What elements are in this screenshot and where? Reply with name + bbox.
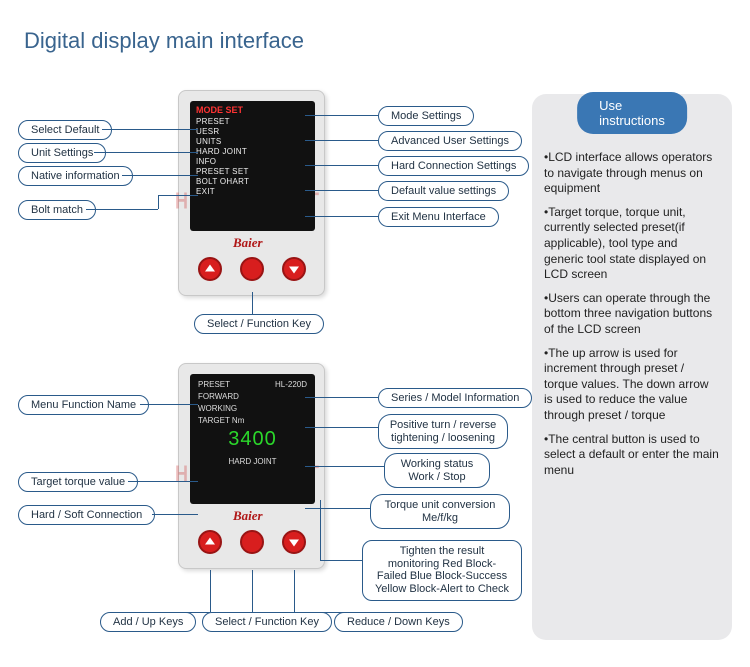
callout-hard-soft: Hard / Soft Connection [18,505,155,525]
instruction-item: •The central button is used to select a … [544,432,720,479]
model-label: HL-220D [275,380,307,389]
torque-value: 3400 [190,428,315,451]
menu-item: PRESET [196,117,309,126]
device-top-screen: MODE SET PRESET UESR UNITS HARD JOINT IN… [190,101,315,231]
callout-result-monitor: Tighten the result monitoring Red Block-… [362,540,522,601]
mode-header: MODE SET [196,105,309,115]
menu-item: UESR [196,127,309,136]
callout-unit-settings: Unit Settings [18,143,106,163]
callout-hard-connection: Hard Connection Settings [378,156,529,176]
menu-item: HARD JOINT [196,147,309,156]
callout-advanced-user: Advanced User Settings [378,131,522,151]
select-button[interactable] [240,530,264,554]
menu-item: PRESET SET [196,167,309,176]
brand-label: Baier [233,235,263,251]
instruction-item: •LCD interface allows operators to navig… [544,150,720,197]
menu-item: UNITS [196,137,309,146]
instructions-panel: Use instructions •LCD interface allows o… [532,94,732,640]
instructions-header: Use instructions [577,92,687,134]
up-button[interactable] [198,257,222,281]
callout-bolt-match: Bolt match [18,200,96,220]
select-button[interactable] [240,257,264,281]
callout-menu-function: Menu Function Name [18,395,149,415]
up-button[interactable] [198,530,222,554]
menu-item: EXIT [196,187,309,196]
callout-select-key: Select / Function Key [202,612,332,632]
menu-item: BOLT OHART [196,177,309,186]
callout-select-default: Select Default [18,120,112,140]
callout-reduce-down: Reduce / Down Keys [334,612,463,632]
callout-exit-menu: Exit Menu Interface [378,207,499,227]
callout-positive-turn: Positive turn / reverse tightening / loo… [378,414,508,449]
instruction-item: •Target torque, torque unit, currently s… [544,205,720,283]
working-label: WORKING [198,404,237,413]
device-bottom: HYDRAFRONT PRESETHL-220D FORWARD WORKING… [178,363,325,569]
page-title: Digital display main interface [24,28,304,54]
device-bottom-screen: PRESETHL-220D FORWARD WORKING TARGET Nm … [190,374,315,504]
callout-series-model: Series / Model Information [378,388,532,408]
button-row [179,257,324,281]
callout-torque-unit: Torque unit conversion Me/f/kg [370,494,510,529]
down-button[interactable] [282,530,306,554]
callout-working-status: Working status Work / Stop [384,453,490,488]
instruction-item: •The up arrow is used for increment thro… [544,346,720,424]
callout-add-up: Add / Up Keys [100,612,196,632]
device-top: HYDRAFRONT MODE SET PRESET UESR UNITS HA… [178,90,325,296]
menu-item: INFO [196,157,309,166]
callout-default-value: Default value settings [378,181,509,201]
forward-label: FORWARD [198,392,239,401]
callout-target-torque: Target torque value [18,472,138,492]
hard-joint-label: HARD JOINT [190,457,315,466]
callout-native-info: Native information [18,166,133,186]
button-row [179,530,324,554]
preset-label: PRESET [198,380,230,389]
target-label: TARGET Nm [198,416,244,425]
callout-mode-settings: Mode Settings [378,106,474,126]
instruction-item: •Users can operate through the bottom th… [544,291,720,338]
callout-select-key-top: Select / Function Key [194,314,324,334]
down-button[interactable] [282,257,306,281]
brand-label: Baier [233,508,263,524]
